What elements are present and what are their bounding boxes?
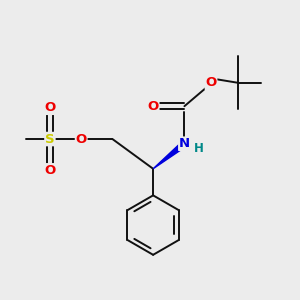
Text: O: O: [44, 164, 56, 177]
Text: S: S: [45, 133, 55, 146]
Text: O: O: [44, 101, 56, 114]
Text: N: N: [179, 137, 190, 150]
Polygon shape: [153, 141, 186, 169]
Text: O: O: [148, 100, 159, 113]
Text: O: O: [76, 133, 87, 146]
Text: O: O: [206, 76, 217, 89]
Text: H: H: [194, 142, 203, 155]
